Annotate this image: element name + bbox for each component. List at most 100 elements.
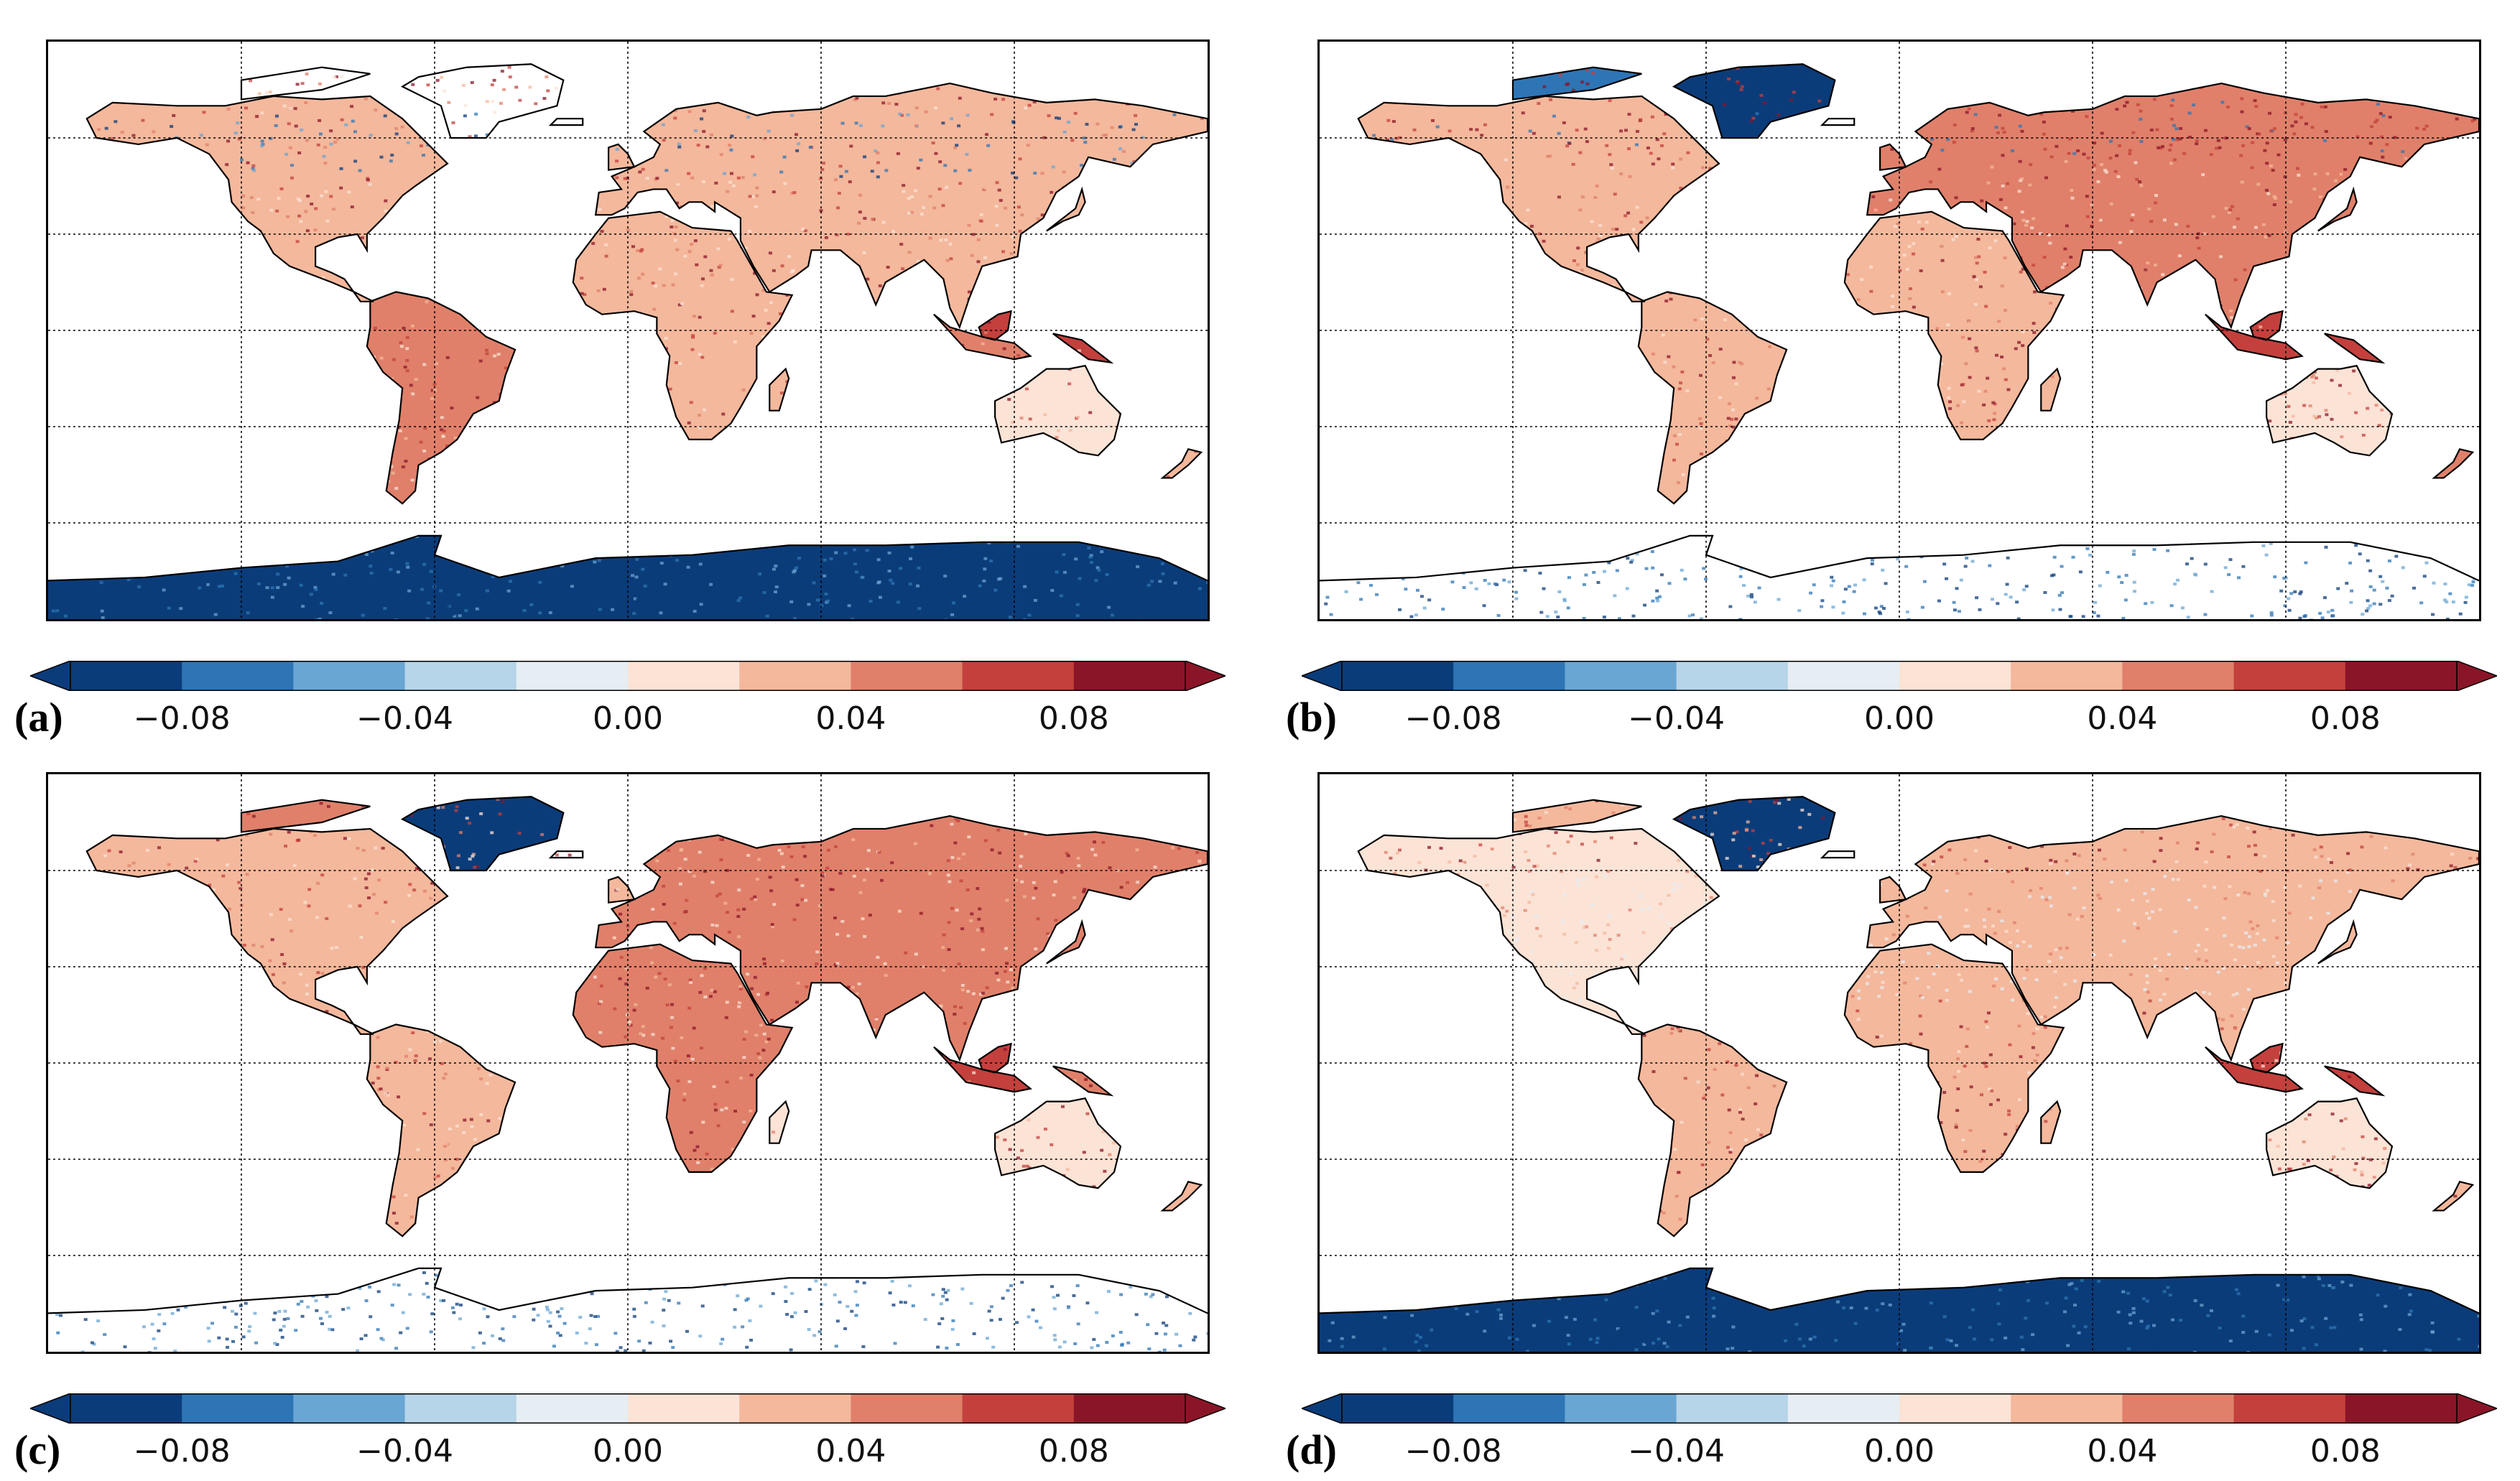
colorbar-segment xyxy=(2233,661,2346,691)
region-southAmerica xyxy=(1638,292,1787,504)
region-madagascar xyxy=(769,368,789,411)
colorbar-segment xyxy=(628,1393,740,1424)
map-svg-c xyxy=(48,774,1208,1352)
region-greenland xyxy=(402,797,564,871)
colorbar-segment xyxy=(2345,1393,2458,1424)
colorbar-segment xyxy=(1453,661,1565,691)
colorbar-segment xyxy=(962,1393,1075,1424)
panel-c: (c) −0.08 −0.04 0.00 0.04 0.08 xyxy=(14,743,1236,1473)
colorbar-segment xyxy=(404,661,517,691)
colorbar-outline xyxy=(70,1393,1186,1424)
colorbar-svg-b xyxy=(1300,659,2499,692)
colorbar-extend-low xyxy=(1300,1392,1343,1425)
region-africa xyxy=(573,211,792,440)
map-d xyxy=(1317,772,2481,1354)
colorbar-segment xyxy=(182,661,294,691)
region-eurasia xyxy=(1867,83,2479,328)
colorbar-tick-label: −0.08 xyxy=(1404,1433,1502,1470)
panel-a: (a) −0.08 −0.04 0.00 0.04 0.08 xyxy=(14,11,1236,740)
colorbar-d xyxy=(1300,1392,2499,1425)
region-borneo xyxy=(2250,311,2283,340)
colorbar-tick-label: 0.08 xyxy=(2310,1433,2381,1470)
graticule-d xyxy=(1320,774,2479,1352)
colorbar-outline xyxy=(70,661,1186,691)
colorbar-segment xyxy=(1676,661,1789,691)
colorbar-segment xyxy=(516,1393,629,1424)
region-arcticIslands xyxy=(241,799,371,832)
region-australia xyxy=(2266,1098,2392,1189)
colorbar-svg-d xyxy=(1300,1392,2499,1425)
region-iceland xyxy=(1822,119,1855,126)
colorbar-tick-label: 0.04 xyxy=(815,1433,886,1470)
colorbar-extend-low xyxy=(28,659,71,692)
colorbar-segment xyxy=(2233,1393,2346,1424)
region-southAmerica xyxy=(1638,1024,1787,1237)
graticule-a xyxy=(48,42,1208,619)
region-australia xyxy=(2266,366,2392,456)
colorbar-c xyxy=(28,1392,1228,1425)
region-newguinea xyxy=(1052,333,1111,363)
colorbar-tick-label: 0.00 xyxy=(593,1433,663,1470)
colorbar-tick-label: 0.08 xyxy=(1038,1433,1109,1470)
colorbar-tick-label: 0.04 xyxy=(815,700,886,737)
colorbar-extend-high xyxy=(1185,1392,1228,1425)
region-newguinea xyxy=(2324,333,2383,363)
region-borneo xyxy=(2250,1044,2283,1073)
region-newguinea xyxy=(1052,1066,1111,1095)
region-madagascar xyxy=(2041,368,2061,411)
colorbar-segment xyxy=(1565,661,1677,691)
region-indonesia xyxy=(933,1046,1031,1092)
region-iceland xyxy=(1822,851,1855,858)
map-a xyxy=(46,40,1210,621)
region-northAmerica xyxy=(86,828,448,1034)
panel-label-d: (d) xyxy=(1286,1426,1337,1473)
colorbar-segment xyxy=(1073,661,1186,691)
map-svg-d xyxy=(1320,774,2479,1352)
colorbar-tick-label: −0.08 xyxy=(133,700,231,737)
map-svg-b xyxy=(1320,42,2479,619)
colorbar-segment xyxy=(739,661,851,691)
map-c xyxy=(46,772,1210,1354)
colorbar-tick-label: −0.04 xyxy=(356,1433,454,1470)
colorbar-segment xyxy=(1899,661,2011,691)
colorbar-tick-label: 0.00 xyxy=(593,700,663,737)
colorbar-segment xyxy=(2011,661,2123,691)
region-africa xyxy=(573,944,792,1172)
colorbar-tick-label: −0.04 xyxy=(1628,700,1725,737)
region-greenland xyxy=(402,64,564,138)
colorbar-segment xyxy=(628,661,740,691)
graticule-b xyxy=(1320,42,2479,619)
region-greenland xyxy=(1674,797,1835,871)
colorbar-segment xyxy=(2122,661,2235,691)
panel-label-b: (b) xyxy=(1286,694,1337,740)
colorbar-segment xyxy=(293,1393,406,1424)
region-eurasia xyxy=(1867,816,2479,1060)
map-svg-a xyxy=(48,42,1208,619)
panel-label-a: (a) xyxy=(14,694,63,740)
colorbar-segment xyxy=(2345,661,2458,691)
panel-d: (d) −0.08 −0.04 0.00 0.04 0.08 xyxy=(1286,743,2507,1473)
panel-b: (b) −0.08 −0.04 0.00 0.04 0.08 xyxy=(1286,11,2507,740)
colorbar-extend-low xyxy=(28,1392,71,1425)
colorbar-tick-label: 0.00 xyxy=(1864,700,1935,737)
colorbar-tick-label: −0.04 xyxy=(356,700,454,737)
colorbar-a xyxy=(28,659,1228,692)
colorbar-svg-a xyxy=(28,659,1228,692)
colorbar-extend-high xyxy=(1185,659,1228,692)
colorbar-segment xyxy=(2011,1393,2123,1424)
region-africa xyxy=(1844,211,2064,440)
graticule-c xyxy=(48,774,1208,1352)
region-iceland xyxy=(550,119,583,126)
colorbar-segment xyxy=(1342,661,1454,691)
colorbar-segment xyxy=(70,661,182,691)
region-madagascar xyxy=(2041,1101,2061,1143)
region-eurasia xyxy=(596,816,1208,1060)
colorbar-svg-c xyxy=(28,1392,1228,1425)
colorbar-tick-label: 0.08 xyxy=(1038,700,1109,737)
colorbar-segment xyxy=(293,661,406,691)
colorbar-segment xyxy=(404,1393,517,1424)
colorbar-tick-label: 0.04 xyxy=(2087,1433,2158,1470)
colorbar-outline xyxy=(1341,661,2458,691)
colorbar-segment xyxy=(516,661,629,691)
colorbar-segment xyxy=(1899,1393,2011,1424)
